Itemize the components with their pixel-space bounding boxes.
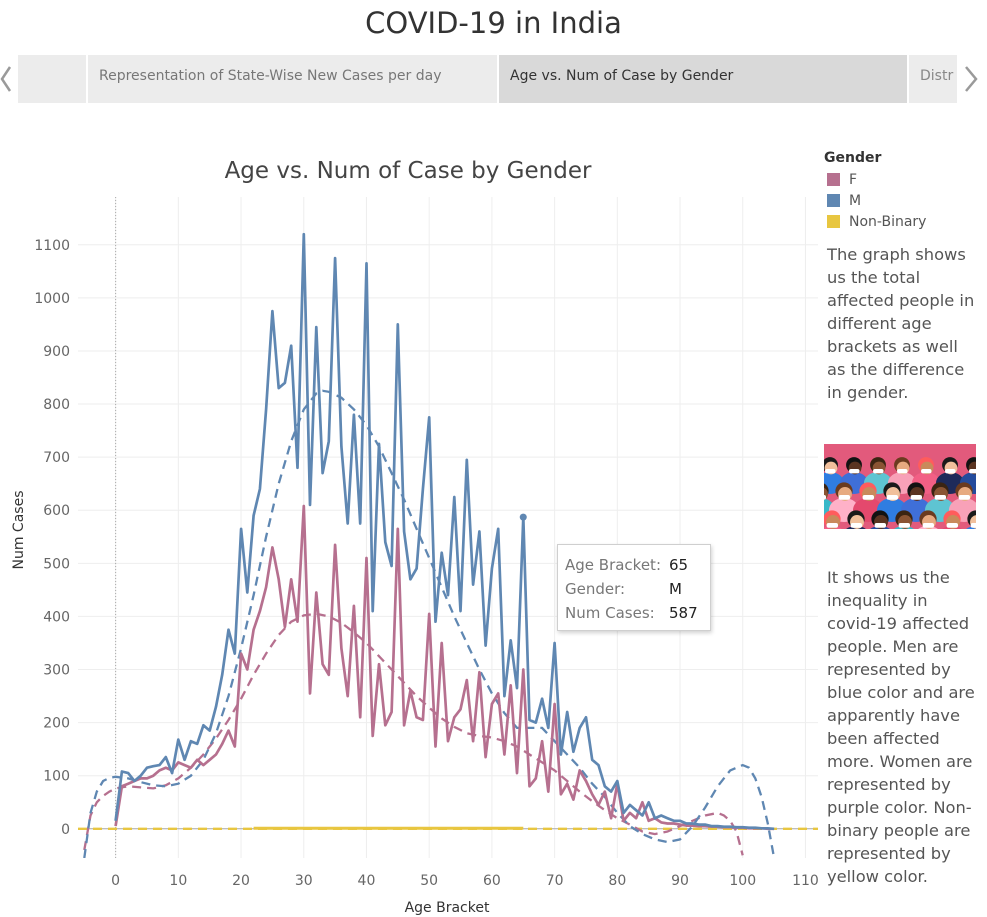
- highlighted-point: [519, 513, 527, 521]
- legend-swatch-m: [827, 194, 840, 207]
- trend-line-m: [83, 389, 776, 858]
- tooltip-key: Gender:: [565, 580, 626, 598]
- legend-title: Gender: [824, 150, 882, 166]
- y-tick-label: 500: [43, 556, 70, 572]
- tooltip-key: Age Bracket:: [565, 556, 661, 574]
- legend-label-f: F: [849, 171, 858, 188]
- legend-swatch-f: [827, 173, 840, 186]
- story-navigator: Representation of State-Wise New Cases p…: [18, 55, 957, 103]
- tooltip-value: M: [669, 580, 682, 598]
- x-tick-label: 90: [671, 873, 689, 889]
- y-tick-label: 900: [43, 344, 70, 360]
- x-tick-label: 60: [483, 873, 501, 889]
- y-tick-label: 1000: [34, 291, 70, 307]
- x-tick-label: 110: [792, 873, 819, 889]
- trend-line-f: [83, 612, 744, 856]
- legend-label-non-binary: Non-Binary: [849, 213, 927, 230]
- chart-title: Age vs. Num of Case by Gender: [225, 158, 592, 184]
- description-text-1: The graph shows us the total affected pe…: [827, 245, 975, 402]
- x-tick-label: 70: [546, 873, 564, 889]
- x-tick-label: 100: [729, 873, 756, 889]
- legend-swatch-non-binary: [827, 215, 840, 228]
- gender-legend: Gender F M Non-Binary: [824, 150, 984, 232]
- y-tick-label: 700: [43, 450, 70, 466]
- next-arrow-icon[interactable]: [962, 56, 982, 102]
- x-axis-label: Age Bracket: [405, 900, 490, 916]
- legend-item-f[interactable]: F: [824, 169, 984, 190]
- series-line-f: [114, 504, 775, 831]
- crowd-illustration: [805, 444, 987, 550]
- tooltip-row-gender: Gender: M: [565, 577, 710, 601]
- x-tick-label: 30: [295, 873, 313, 889]
- y-tick-label: 1100: [34, 238, 70, 254]
- description-text-2: It shows us the inequality in covid-19 a…: [827, 568, 975, 886]
- tooltip-key: Num Cases:: [565, 604, 655, 622]
- series-line-m: [114, 232, 775, 831]
- tooltip-row-age: Age Bracket: 65: [565, 553, 710, 577]
- x-tick-label: 0: [111, 873, 120, 889]
- story-point-distr[interactable]: Distr: [909, 55, 957, 103]
- tooltip-value: 587: [669, 604, 698, 622]
- story-point-state-wise[interactable]: Representation of State-Wise New Cases p…: [88, 55, 497, 103]
- prev-arrow-icon[interactable]: [0, 56, 20, 102]
- y-tick-label: 100: [43, 769, 70, 785]
- y-tick-label: 200: [43, 716, 70, 732]
- y-axis-label: Num Cases: [11, 491, 27, 570]
- y-tick-label: 300: [43, 663, 70, 679]
- x-tick-label: 80: [608, 873, 626, 889]
- x-tick-label: 50: [420, 873, 438, 889]
- tooltip-row-cases: Num Cases: 587: [565, 601, 710, 625]
- legend-label-m: M: [849, 192, 862, 209]
- x-tick-label: 10: [169, 873, 187, 889]
- x-tick-label: 20: [232, 873, 250, 889]
- story-point-age-gender[interactable]: Age vs. Num of Case by Gender: [499, 55, 907, 103]
- tooltip-value: 65: [669, 556, 689, 574]
- y-tick-label: 400: [43, 609, 70, 625]
- age-gender-line-chart[interactable]: 0 10 20 30 40 50 60 70 80 90 100 110010020030040050…: [0, 150, 820, 917]
- y-tick-label: 800: [43, 397, 70, 413]
- chart-tooltip: Age Bracket: 65 Gender: M Num Cases: 587: [557, 544, 711, 631]
- story-title: COVID-19 in India: [365, 6, 622, 40]
- x-tick-label: 40: [358, 873, 376, 889]
- legend-item-non-binary[interactable]: Non-Binary: [824, 211, 984, 232]
- y-tick-label: 0: [61, 822, 70, 838]
- legend-item-m[interactable]: M: [824, 190, 984, 211]
- y-tick-label: 600: [43, 503, 70, 519]
- story-point-blank[interactable]: [18, 55, 86, 103]
